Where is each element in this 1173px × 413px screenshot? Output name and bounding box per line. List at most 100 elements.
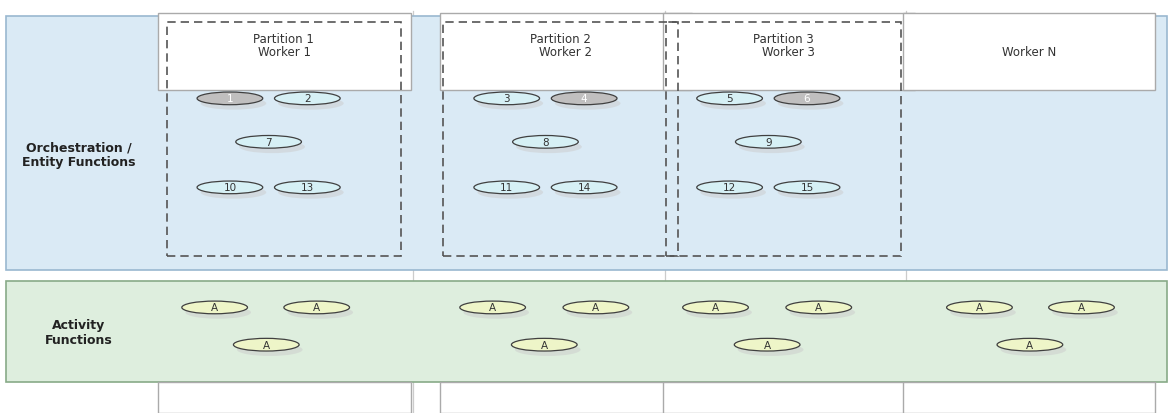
Ellipse shape	[233, 339, 299, 351]
Ellipse shape	[460, 301, 526, 314]
Ellipse shape	[237, 344, 303, 356]
Text: 5: 5	[726, 94, 733, 104]
Ellipse shape	[477, 187, 543, 199]
Text: A: A	[263, 340, 270, 350]
Ellipse shape	[515, 344, 581, 356]
Bar	[6, 281, 1167, 382]
Ellipse shape	[287, 306, 353, 319]
Ellipse shape	[734, 339, 800, 351]
Text: Worker 2: Worker 2	[540, 46, 592, 59]
Bar	[440, 14, 692, 91]
Text: 1: 1	[226, 94, 233, 104]
Ellipse shape	[201, 98, 266, 110]
Text: 10: 10	[223, 183, 237, 193]
Text: 4: 4	[581, 94, 588, 104]
Ellipse shape	[697, 93, 762, 105]
Bar	[167, 23, 401, 256]
Text: 3: 3	[503, 94, 510, 104]
Text: Activity
Functions: Activity Functions	[45, 318, 113, 347]
Ellipse shape	[284, 301, 350, 314]
Ellipse shape	[950, 306, 1016, 319]
Ellipse shape	[1052, 306, 1118, 319]
Bar	[663, 382, 915, 413]
Bar	[440, 382, 692, 413]
Ellipse shape	[474, 182, 540, 194]
Text: 12: 12	[723, 183, 737, 193]
Text: A: A	[815, 303, 822, 313]
Text: 11: 11	[500, 183, 514, 193]
Ellipse shape	[513, 136, 578, 149]
Ellipse shape	[1001, 344, 1066, 356]
Ellipse shape	[739, 141, 805, 154]
Text: 8: 8	[542, 138, 549, 147]
Bar	[158, 382, 411, 413]
Text: 2: 2	[304, 94, 311, 104]
Bar	[6, 17, 1167, 271]
Ellipse shape	[278, 187, 344, 199]
Text: Partition 2: Partition 2	[530, 33, 591, 46]
Text: A: A	[1078, 303, 1085, 313]
Ellipse shape	[197, 93, 263, 105]
Ellipse shape	[700, 98, 766, 110]
Ellipse shape	[463, 306, 529, 319]
Ellipse shape	[278, 98, 344, 110]
Text: A: A	[592, 303, 599, 313]
Text: 14: 14	[577, 183, 591, 193]
Ellipse shape	[778, 187, 843, 199]
Text: 13: 13	[300, 183, 314, 193]
Text: 9: 9	[765, 138, 772, 147]
Text: A: A	[764, 340, 771, 350]
Ellipse shape	[789, 306, 855, 319]
Ellipse shape	[567, 306, 632, 319]
Ellipse shape	[274, 182, 340, 194]
Text: 7: 7	[265, 138, 272, 147]
Ellipse shape	[738, 344, 804, 356]
Ellipse shape	[774, 182, 840, 194]
Ellipse shape	[555, 187, 621, 199]
Text: A: A	[712, 303, 719, 313]
Ellipse shape	[947, 301, 1012, 314]
Ellipse shape	[182, 301, 248, 314]
Ellipse shape	[700, 187, 766, 199]
Ellipse shape	[474, 93, 540, 105]
Ellipse shape	[551, 93, 617, 105]
Bar	[158, 14, 411, 91]
Ellipse shape	[185, 306, 251, 319]
Ellipse shape	[511, 339, 577, 351]
Text: A: A	[211, 303, 218, 313]
Bar	[443, 23, 678, 256]
Ellipse shape	[563, 301, 629, 314]
Ellipse shape	[683, 301, 748, 314]
Ellipse shape	[686, 306, 752, 319]
Ellipse shape	[555, 98, 621, 110]
Text: A: A	[489, 303, 496, 313]
Text: Partition 1: Partition 1	[253, 33, 314, 46]
Ellipse shape	[201, 187, 266, 199]
Ellipse shape	[274, 93, 340, 105]
Ellipse shape	[697, 182, 762, 194]
Text: A: A	[1026, 340, 1033, 350]
Ellipse shape	[477, 98, 543, 110]
Text: Worker 1: Worker 1	[258, 46, 311, 59]
Ellipse shape	[778, 98, 843, 110]
Ellipse shape	[786, 301, 852, 314]
Ellipse shape	[197, 182, 263, 194]
Ellipse shape	[1049, 301, 1114, 314]
Text: 15: 15	[800, 183, 814, 193]
Text: Orchestration /
Entity Functions: Orchestration / Entity Functions	[22, 141, 135, 169]
Text: A: A	[976, 303, 983, 313]
Ellipse shape	[239, 141, 305, 154]
Ellipse shape	[551, 182, 617, 194]
Ellipse shape	[774, 93, 840, 105]
Text: A: A	[313, 303, 320, 313]
Ellipse shape	[735, 136, 801, 149]
Text: 6: 6	[804, 94, 811, 104]
Text: A: A	[541, 340, 548, 350]
Bar	[903, 382, 1155, 413]
Bar	[663, 14, 915, 91]
Bar	[903, 14, 1155, 91]
Ellipse shape	[236, 136, 301, 149]
Ellipse shape	[516, 141, 582, 154]
Bar	[666, 23, 901, 256]
Text: Partition 3: Partition 3	[753, 33, 814, 46]
